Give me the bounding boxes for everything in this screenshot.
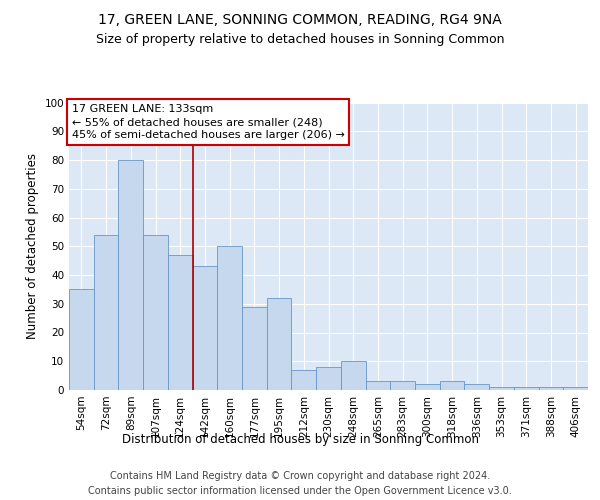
Text: Contains public sector information licensed under the Open Government Licence v3: Contains public sector information licen… <box>88 486 512 496</box>
Bar <box>489 387 514 390</box>
Bar <box>464 384 489 390</box>
Bar <box>292 370 316 390</box>
Bar <box>365 382 390 390</box>
Bar <box>168 255 193 390</box>
Bar <box>563 387 588 390</box>
Bar <box>118 160 143 390</box>
Bar <box>267 298 292 390</box>
Bar <box>217 246 242 390</box>
Text: Size of property relative to detached houses in Sonning Common: Size of property relative to detached ho… <box>96 32 504 46</box>
Text: 17, GREEN LANE, SONNING COMMON, READING, RG4 9NA: 17, GREEN LANE, SONNING COMMON, READING,… <box>98 12 502 26</box>
Bar <box>440 382 464 390</box>
Bar <box>415 384 440 390</box>
Bar <box>316 367 341 390</box>
Bar <box>390 382 415 390</box>
Text: Contains HM Land Registry data © Crown copyright and database right 2024.: Contains HM Land Registry data © Crown c… <box>110 471 490 481</box>
Y-axis label: Number of detached properties: Number of detached properties <box>26 153 39 340</box>
Text: 17 GREEN LANE: 133sqm
← 55% of detached houses are smaller (248)
45% of semi-det: 17 GREEN LANE: 133sqm ← 55% of detached … <box>71 104 344 141</box>
Bar <box>69 290 94 390</box>
Bar <box>143 235 168 390</box>
Bar <box>341 361 365 390</box>
Text: Distribution of detached houses by size in Sonning Common: Distribution of detached houses by size … <box>121 432 479 446</box>
Bar <box>539 387 563 390</box>
Bar <box>94 235 118 390</box>
Bar <box>514 387 539 390</box>
Bar <box>242 306 267 390</box>
Bar <box>193 266 217 390</box>
